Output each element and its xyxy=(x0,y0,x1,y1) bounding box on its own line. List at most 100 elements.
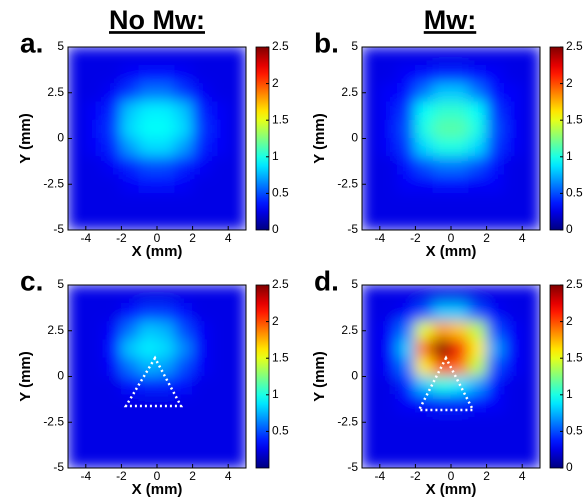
heatmap-cell xyxy=(68,138,87,157)
colorbar-tick-label: 1 xyxy=(272,387,279,401)
heatmap-cell xyxy=(397,394,416,413)
heatmap-cell xyxy=(522,321,541,340)
y-tick-label: -5 xyxy=(347,222,358,236)
heatmap-cell xyxy=(228,83,247,102)
heatmap-cell xyxy=(362,65,381,84)
heatmap-cell xyxy=(504,339,523,358)
y-tick-label: 5 xyxy=(57,39,64,53)
heatmap-cell xyxy=(228,321,247,340)
heatmap-cell xyxy=(139,285,158,304)
heatmap-cell xyxy=(522,193,541,212)
heatmap-cell xyxy=(468,138,487,157)
heatmap-cell xyxy=(451,101,470,120)
panel-label: c. xyxy=(20,265,43,296)
heatmap-cell xyxy=(486,358,505,377)
heatmap-cell xyxy=(433,193,452,212)
heatmap-cell xyxy=(85,120,104,139)
heatmap-cell xyxy=(85,211,104,230)
heatmap-cell xyxy=(379,285,398,304)
heatmap-cell xyxy=(451,193,470,212)
heatmap-cell xyxy=(174,449,193,468)
panel-title: Mw: xyxy=(424,5,476,35)
heatmap-cell xyxy=(433,431,452,450)
heatmap-cell xyxy=(522,358,541,377)
heatmap-cell xyxy=(85,156,104,175)
colorbar-tick-label: 1 xyxy=(272,149,279,163)
colorbar-tick-label: 0.5 xyxy=(566,424,583,438)
heatmap-cell xyxy=(504,358,523,377)
heatmap xyxy=(68,47,247,231)
heatmap-cell xyxy=(139,376,158,395)
heatmap-cell xyxy=(174,303,193,322)
heatmap-cell xyxy=(210,413,229,432)
heatmap-cell xyxy=(192,175,211,194)
colorbar-tick-label: 0.5 xyxy=(272,424,289,438)
heatmap-cell xyxy=(379,449,398,468)
heatmap-cell xyxy=(192,156,211,175)
heatmap-cell xyxy=(228,156,247,175)
x-tick-label: 2 xyxy=(189,231,196,245)
heatmap-cell xyxy=(522,120,541,139)
heatmap xyxy=(362,47,541,231)
heatmap-cell xyxy=(522,413,541,432)
heatmap-cell xyxy=(522,394,541,413)
heatmap-cell xyxy=(121,156,140,175)
y-tick-label: 2.5 xyxy=(47,323,64,337)
heatmap-cell xyxy=(468,83,487,102)
heatmap-cell xyxy=(228,101,247,120)
heatmap-cell xyxy=(522,156,541,175)
heatmap-cell xyxy=(486,413,505,432)
heatmap-cell xyxy=(192,413,211,432)
heatmap-cell xyxy=(139,211,158,230)
heatmap-cell xyxy=(192,285,211,304)
heatmap-cell xyxy=(210,175,229,194)
heatmap-cell xyxy=(397,376,416,395)
heatmap-cell xyxy=(85,321,104,340)
heatmap-cell xyxy=(379,376,398,395)
heatmap-cell xyxy=(433,339,452,358)
heatmap-cell xyxy=(85,285,104,304)
heatmap-cell xyxy=(362,394,381,413)
heatmap-cell xyxy=(68,211,87,230)
heatmap-cell xyxy=(192,211,211,230)
heatmap-cell xyxy=(68,303,87,322)
heatmap-cell xyxy=(362,193,381,212)
heatmap-cell xyxy=(174,47,193,66)
heatmap-cell xyxy=(486,321,505,340)
heatmap-cell xyxy=(121,120,140,139)
heatmap-cell xyxy=(157,120,176,139)
heatmap-cell xyxy=(486,47,505,66)
heatmap-cell xyxy=(210,156,229,175)
heatmap-cell xyxy=(504,156,523,175)
heatmap-cell xyxy=(486,449,505,468)
heatmap-cell xyxy=(228,211,247,230)
y-tick-label: 0 xyxy=(351,131,358,145)
heatmap-cell xyxy=(103,413,122,432)
heatmap-cell xyxy=(68,156,87,175)
heatmap-cell xyxy=(486,376,505,395)
x-tick-label: -2 xyxy=(116,231,127,245)
heatmap-cell xyxy=(121,303,140,322)
heatmap-cell xyxy=(139,138,158,157)
heatmap-cell xyxy=(85,193,104,212)
heatmap-cell xyxy=(157,303,176,322)
heatmap-cell xyxy=(379,175,398,194)
y-tick-label: 5 xyxy=(351,39,358,53)
heatmap-cell xyxy=(433,303,452,322)
heatmap-cell xyxy=(415,449,434,468)
heatmap-cell xyxy=(103,175,122,194)
heatmap xyxy=(68,285,247,469)
heatmap-cell xyxy=(121,449,140,468)
heatmap-cell xyxy=(157,285,176,304)
y-tick-label: -5 xyxy=(53,222,64,236)
heatmap-cell xyxy=(468,339,487,358)
heatmap-cell xyxy=(504,413,523,432)
heatmap-cell xyxy=(522,303,541,322)
heatmap-cell xyxy=(468,47,487,66)
heatmap-cell xyxy=(362,101,381,120)
heatmap-cell xyxy=(210,376,229,395)
colorbar-tick-label: 2 xyxy=(272,314,279,328)
heatmap-cell xyxy=(504,175,523,194)
heatmap-cell xyxy=(103,211,122,230)
heatmap-cell xyxy=(451,431,470,450)
